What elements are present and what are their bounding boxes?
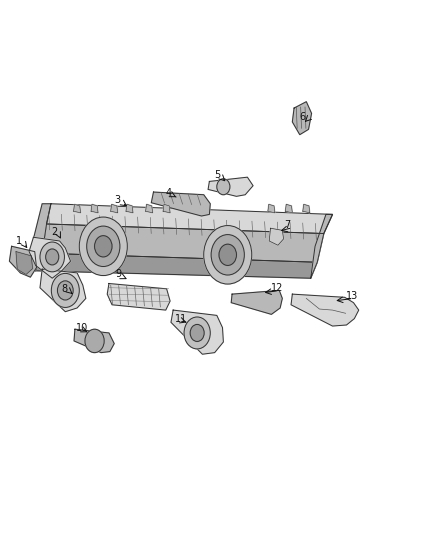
Text: 5: 5	[214, 170, 220, 180]
Polygon shape	[269, 228, 284, 245]
Polygon shape	[208, 177, 253, 196]
Polygon shape	[291, 294, 359, 326]
Polygon shape	[231, 290, 283, 314]
Text: 9: 9	[115, 270, 121, 279]
Text: 6: 6	[300, 111, 306, 122]
Circle shape	[190, 325, 204, 342]
Text: 7: 7	[285, 220, 291, 230]
Polygon shape	[303, 204, 310, 213]
Circle shape	[217, 179, 230, 195]
Circle shape	[211, 235, 244, 275]
Polygon shape	[151, 192, 210, 216]
Polygon shape	[286, 204, 292, 213]
Text: 12: 12	[272, 283, 284, 293]
Circle shape	[85, 329, 104, 353]
Polygon shape	[29, 237, 71, 278]
Circle shape	[219, 244, 237, 265]
Circle shape	[184, 317, 210, 349]
Polygon shape	[111, 204, 118, 213]
Polygon shape	[16, 252, 32, 274]
Text: 1: 1	[16, 236, 22, 246]
Text: 4: 4	[166, 188, 172, 198]
Circle shape	[87, 226, 120, 266]
Polygon shape	[74, 329, 114, 353]
Circle shape	[46, 249, 59, 265]
Text: 8: 8	[62, 284, 68, 294]
Text: 13: 13	[346, 290, 358, 301]
Polygon shape	[91, 204, 98, 213]
Circle shape	[40, 242, 64, 272]
Polygon shape	[42, 224, 324, 262]
Circle shape	[204, 225, 252, 284]
Circle shape	[79, 217, 127, 276]
Polygon shape	[292, 102, 311, 135]
Text: 10: 10	[76, 322, 88, 333]
Circle shape	[57, 281, 73, 300]
Polygon shape	[311, 214, 332, 278]
Polygon shape	[46, 204, 332, 233]
Text: 11: 11	[175, 313, 187, 324]
Circle shape	[51, 273, 79, 308]
Circle shape	[95, 236, 112, 257]
Polygon shape	[171, 310, 223, 354]
Polygon shape	[268, 204, 275, 213]
Polygon shape	[10, 246, 36, 277]
Polygon shape	[35, 253, 317, 278]
Text: 3: 3	[114, 195, 120, 205]
Polygon shape	[107, 284, 170, 310]
Polygon shape	[126, 204, 133, 213]
Polygon shape	[74, 204, 81, 213]
Polygon shape	[146, 204, 152, 213]
Polygon shape	[40, 269, 86, 312]
Polygon shape	[163, 204, 170, 213]
Polygon shape	[33, 204, 51, 271]
Text: 2: 2	[51, 227, 57, 237]
